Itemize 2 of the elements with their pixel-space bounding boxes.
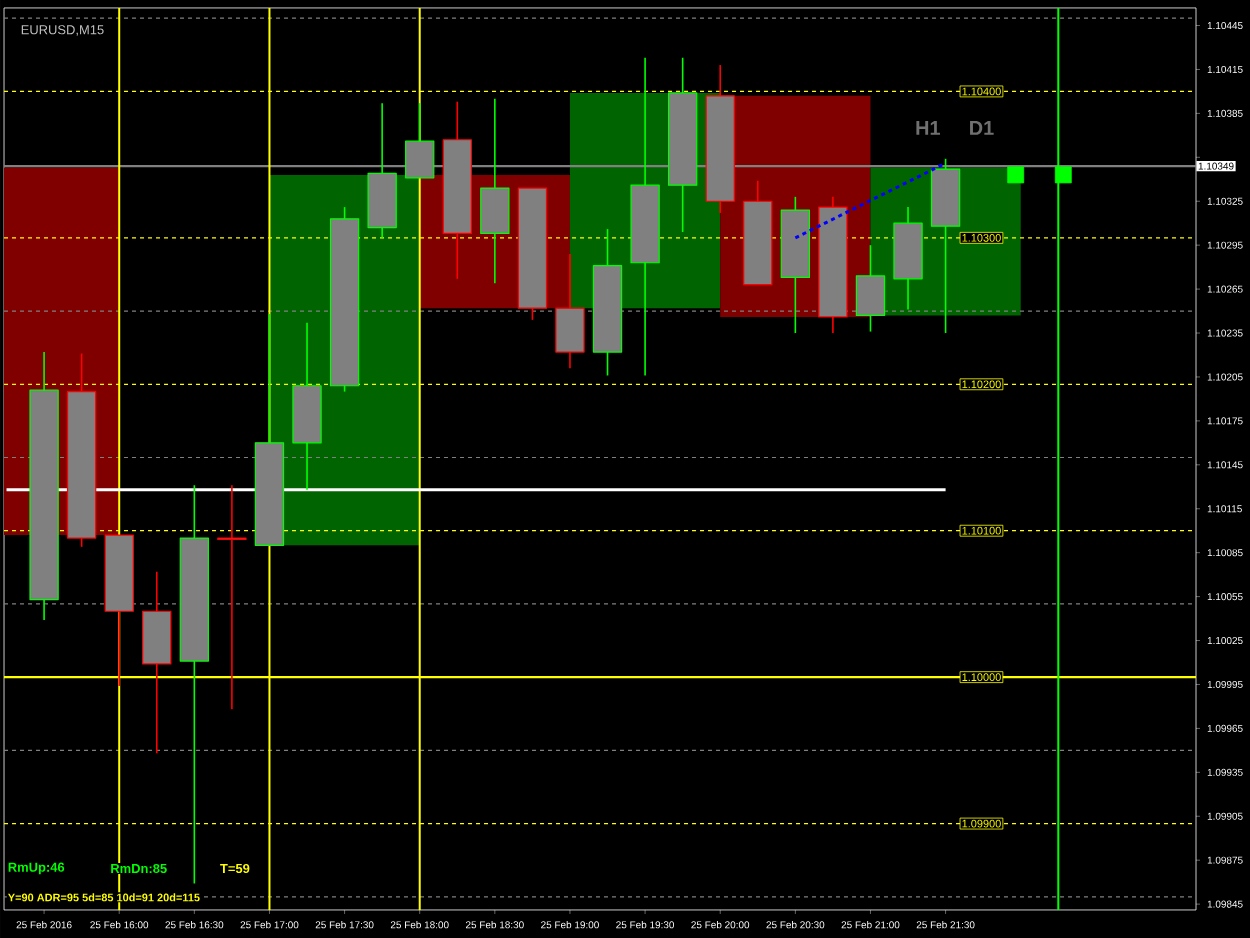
annotation: D1 <box>970 121 994 135</box>
annotation: H1 <box>916 121 940 135</box>
